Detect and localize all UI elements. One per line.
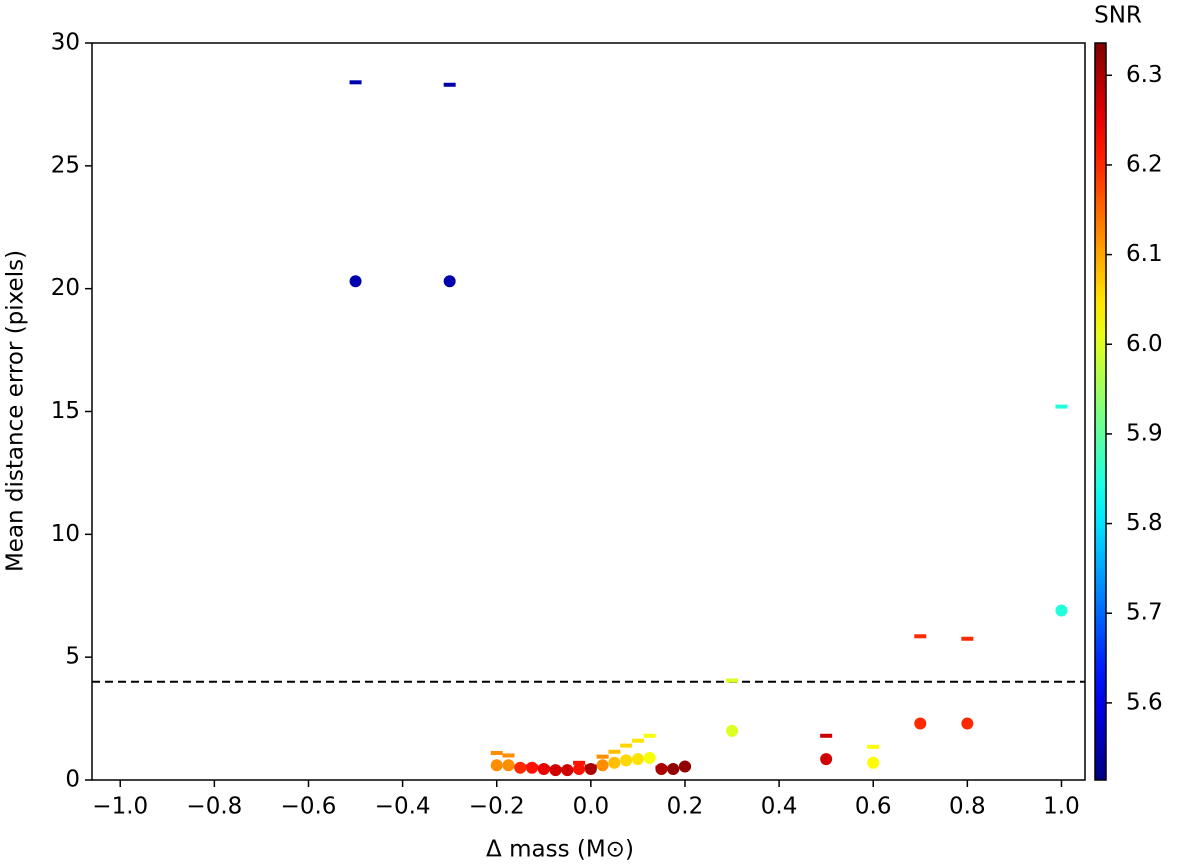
point (655, 762, 668, 775)
colorbar-tick-label: 6.1 (1126, 241, 1163, 267)
x-tick-label: 0.2 (667, 794, 704, 820)
dash-marker (726, 678, 739, 683)
colorbar (1094, 42, 1107, 781)
point (596, 759, 609, 772)
x-tick-label: 1.0 (1043, 794, 1080, 820)
colorbar-tick-label: 5.8 (1126, 510, 1163, 536)
colorbar-tick-label: 5.6 (1126, 689, 1163, 715)
point (573, 762, 586, 775)
point (820, 753, 833, 766)
y-tick-label: 20 (51, 275, 80, 301)
x-tick-label: 0.4 (761, 794, 798, 820)
point (502, 759, 515, 772)
colorbar-tick-label: 6.2 (1126, 151, 1163, 177)
x-axis-label: Δ mass (M⊙) (486, 837, 634, 863)
point (643, 751, 656, 764)
x-tick-label: −0.8 (186, 794, 242, 820)
dash-marker (643, 733, 656, 738)
y-axis-label: Mean distance error (pixels) (3, 250, 29, 572)
dash-marker (867, 744, 880, 749)
dash-marker (502, 753, 515, 758)
colorbar-label: SNR (1094, 3, 1142, 29)
point (1055, 604, 1068, 617)
colorbar-tick-label: 5.9 (1126, 420, 1163, 446)
x-tick-label: 0.0 (573, 794, 610, 820)
point (584, 762, 597, 775)
point (490, 759, 503, 772)
y-tick-label: 15 (51, 398, 80, 424)
point (631, 753, 644, 766)
point (443, 275, 456, 288)
point (620, 754, 633, 767)
dash-marker (820, 733, 833, 738)
point (561, 764, 574, 777)
point (961, 717, 974, 730)
dash-marker (620, 743, 633, 748)
dash-marker (914, 634, 927, 639)
x-tick-label: 0.8 (949, 794, 986, 820)
colorbar-tick-label: 6.3 (1126, 62, 1163, 88)
x-tick-label: −0.2 (469, 794, 525, 820)
dash-marker (961, 636, 974, 641)
dash-marker (608, 749, 621, 754)
point (526, 761, 539, 774)
colorbar-tick-label: 5.7 (1126, 600, 1163, 626)
point (667, 762, 680, 775)
colorbar-tick-label: 6.0 (1126, 331, 1163, 357)
x-tick-label: −0.4 (375, 794, 431, 820)
y-tick-label: 30 (51, 30, 80, 56)
dash-marker (631, 738, 644, 743)
point (678, 760, 691, 773)
point (349, 275, 362, 288)
y-tick-label: 10 (51, 521, 80, 547)
x-tick-label: 0.6 (855, 794, 892, 820)
y-tick-label: 0 (65, 767, 80, 793)
dash-marker (1055, 404, 1068, 409)
y-tick-label: 5 (65, 644, 80, 670)
dash-marker (443, 82, 456, 87)
x-tick-label: −0.6 (281, 794, 337, 820)
point (914, 717, 927, 730)
plot-frame (91, 42, 1086, 781)
point (726, 724, 739, 737)
point (867, 756, 880, 769)
dash-marker (490, 750, 503, 755)
point (549, 764, 562, 777)
dash-marker (349, 80, 362, 85)
dash-marker (573, 760, 586, 765)
point (608, 756, 621, 769)
x-tick-label: −1.0 (92, 794, 148, 820)
point (514, 761, 527, 774)
dash-marker (596, 754, 609, 759)
point (537, 762, 550, 775)
y-tick-label: 25 (51, 152, 80, 178)
